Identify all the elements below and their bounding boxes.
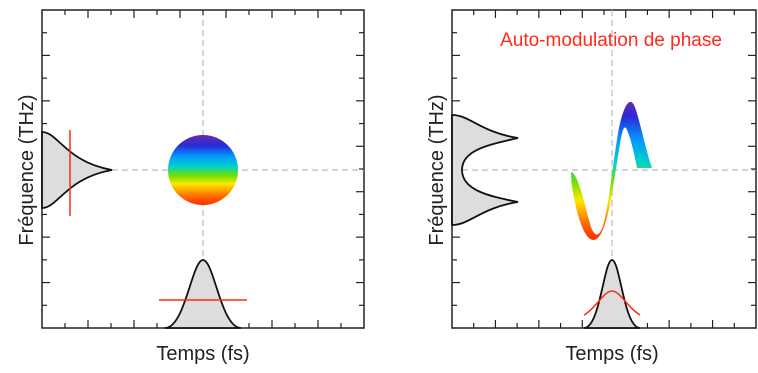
right-x-axis-label: Temps (fs): [565, 343, 658, 365]
right-panel: Auto-modulation de phase Temps (fs) Fréq…: [426, 9, 757, 365]
left-panel: Temps (fs) Fréquence (THz): [16, 9, 365, 365]
self-phase-modulation-label: Auto-modulation de phase: [500, 30, 722, 51]
left-spectrum-profile: [41, 131, 113, 209]
left-pulse-time-frequency-disk: [168, 135, 238, 205]
right-broadened-spectrum-profile: [451, 114, 519, 226]
right-y-axis-label: Fréquence (THz): [426, 94, 448, 245]
right-temporal-profile: [583, 259, 641, 329]
right-chirped-pulse-ribbon: [571, 101, 652, 240]
left-x-axis-label: Temps (fs): [156, 343, 249, 365]
left-y-axis-label: Fréquence (THz): [16, 94, 38, 245]
left-temporal-profile: [164, 259, 242, 329]
right-phase-curve: [583, 290, 641, 316]
